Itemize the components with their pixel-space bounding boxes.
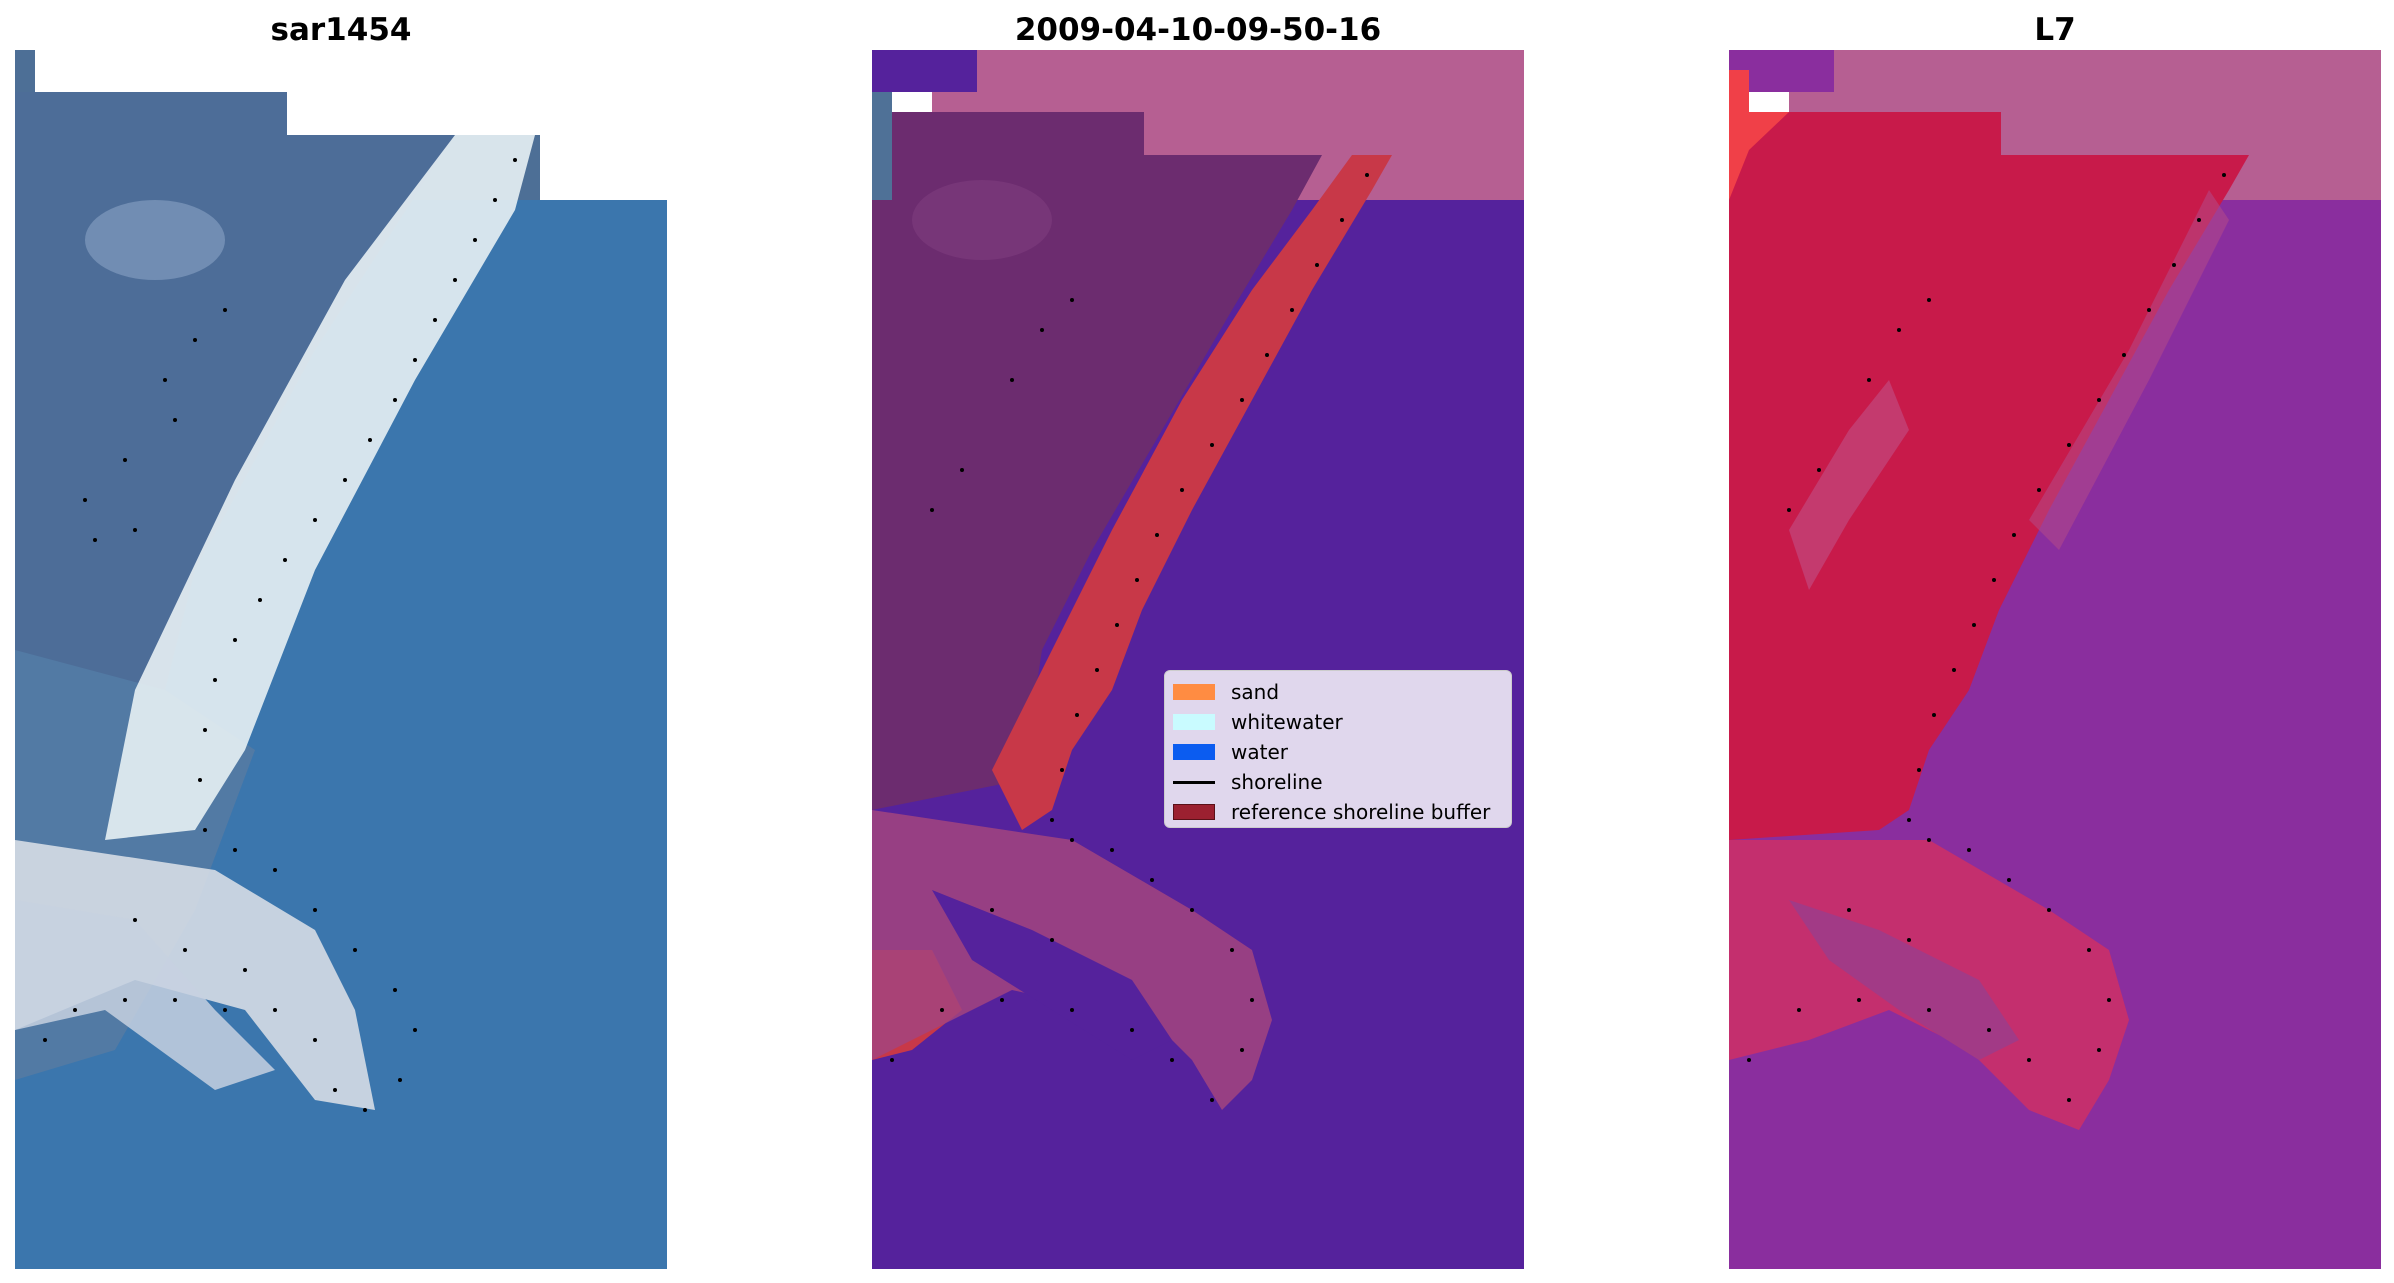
rgb-image (15, 50, 667, 1269)
legend-label: shoreline (1231, 770, 1323, 794)
rgb-image-panel (15, 50, 667, 1269)
water-swatch (1173, 744, 1215, 760)
legend-label: sand (1231, 680, 1280, 704)
legend-item-water: water (1173, 737, 1511, 767)
panel-title-rgb: sar1454 (270, 12, 412, 48)
shoreline-line-swatch (1173, 780, 1215, 784)
index-image (1729, 50, 2381, 1269)
legend-label: reference shoreline buffer (1231, 800, 1491, 824)
whitewater-swatch (1173, 714, 1215, 730)
legend-item-whitewater: whitewater (1173, 707, 1511, 737)
shoreline-points (43, 158, 517, 1112)
legend-item-reference-buffer: reference shoreline buffer (1173, 797, 1511, 827)
classification-panel (872, 50, 1524, 1269)
legend-item-shoreline: shoreline (1173, 767, 1511, 797)
panel-title-index: L7 (2034, 12, 2076, 48)
legend-item-sand: sand (1173, 677, 1511, 707)
legend-label: water (1231, 740, 1288, 764)
legend-label: whitewater (1231, 710, 1343, 734)
legend: sand whitewater water shoreline referenc… (1164, 670, 1512, 828)
buffer-swatch (1173, 804, 1215, 820)
panel-title-classification: 2009-04-10-09-50-16 (1014, 12, 1382, 48)
shoreline-points-index (1747, 173, 2226, 1102)
sand-swatch (1173, 684, 1215, 700)
index-panel (1729, 50, 2381, 1269)
shoreline-points-class (890, 173, 1369, 1102)
classification-image (872, 50, 1524, 1269)
